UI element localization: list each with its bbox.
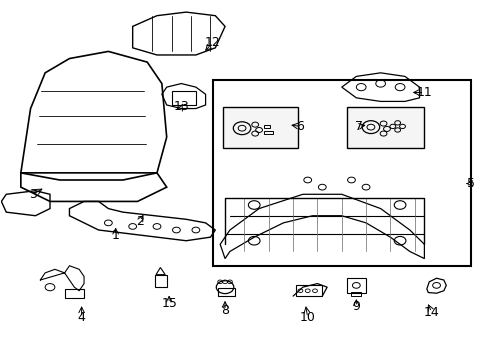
Bar <box>295 285 322 296</box>
Text: 1: 1 <box>111 229 120 242</box>
Bar <box>346 107 424 148</box>
Text: 5: 5 <box>466 177 474 190</box>
Bar <box>351 292 361 296</box>
Text: 6: 6 <box>296 120 304 133</box>
Text: 3: 3 <box>29 188 37 201</box>
Text: 10: 10 <box>299 311 315 324</box>
Text: 7: 7 <box>354 120 362 133</box>
Text: 11: 11 <box>416 86 431 99</box>
Text: 8: 8 <box>221 304 228 317</box>
Bar <box>264 131 272 134</box>
Text: 13: 13 <box>173 100 189 113</box>
Text: 2: 2 <box>136 215 143 228</box>
Bar <box>217 288 234 296</box>
Text: 9: 9 <box>352 300 360 313</box>
Bar <box>171 91 196 105</box>
Bar <box>154 275 166 287</box>
Text: 14: 14 <box>423 306 439 319</box>
Bar <box>64 289 84 298</box>
Bar <box>222 107 297 148</box>
Text: 15: 15 <box>161 297 177 310</box>
Text: 12: 12 <box>204 36 220 49</box>
Bar <box>346 278 366 293</box>
Bar <box>212 80 469 266</box>
Text: 4: 4 <box>78 311 85 324</box>
Bar <box>264 125 269 128</box>
